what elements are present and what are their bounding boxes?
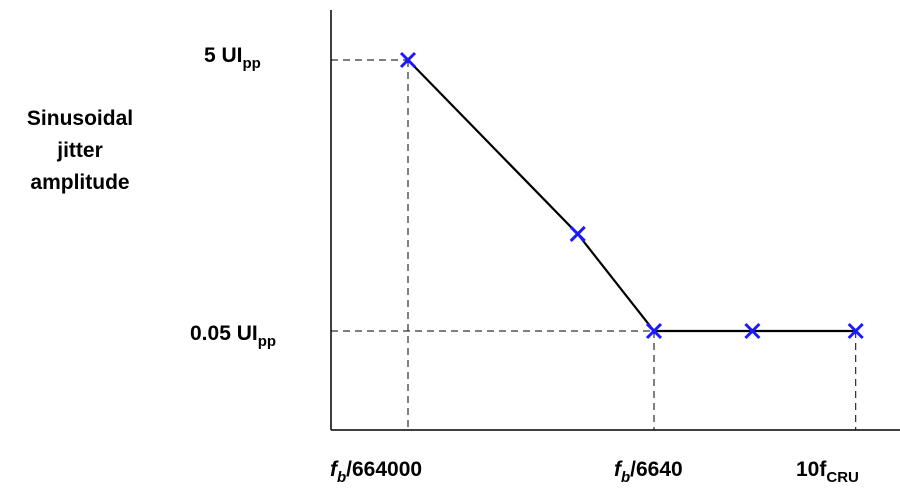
- x-tick-label-fb-6640: fb/6640: [614, 458, 683, 486]
- data-point-4: [847, 322, 864, 340]
- marker-stroke-b: [569, 225, 586, 243]
- markers: [399, 51, 864, 340]
- marker-stroke-b: [847, 322, 864, 340]
- x-tick-label-fb-664000: fb/664000: [330, 458, 422, 486]
- marker-stroke-b: [399, 51, 417, 69]
- y-tick-label-5: 5 UIpp: [204, 44, 261, 72]
- y-axis-label-line-2: jitter: [57, 139, 103, 162]
- guide-lines: [331, 59, 857, 430]
- marker-stroke-b: [744, 322, 761, 340]
- data-point-1: [569, 225, 586, 243]
- data-point-2: [645, 322, 663, 340]
- marker-stroke-b: [645, 322, 663, 340]
- data-point-0: [399, 51, 417, 69]
- data-point-3: [744, 322, 761, 340]
- x-tick-label-10fcru: 10fCRU: [796, 458, 859, 486]
- series-line: [407, 59, 856, 333]
- y-axis-label-line-3: amplitude: [30, 171, 130, 194]
- y-tick-label-0.05: 0.05 UIpp: [190, 322, 276, 350]
- series-polyline: [407, 59, 856, 333]
- y-axis-label: Sinusoidal jitter amplitude: [0, 103, 160, 199]
- y-axis-label-line-1: Sinusoidal: [26, 107, 134, 130]
